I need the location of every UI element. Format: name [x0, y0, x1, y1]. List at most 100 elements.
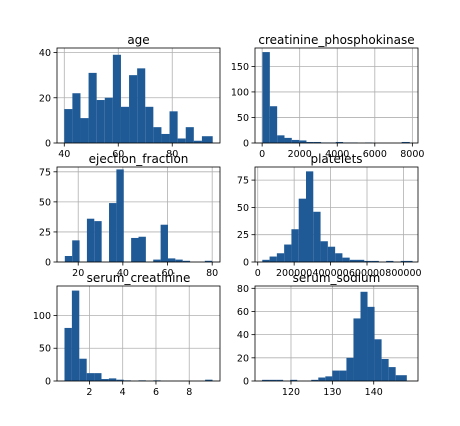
- platelets-bar-15: [371, 260, 379, 262]
- ejection-fraction-x-tick-label-0: 20: [72, 268, 84, 279]
- age-bar-9: [137, 68, 146, 143]
- serum-creatinine-bar-7: [116, 379, 124, 381]
- platelets-x-tick-label-1: 200000: [276, 268, 312, 279]
- serum-sodium-bar-8: [318, 377, 326, 381]
- platelets-bar-10: [335, 253, 343, 262]
- serum-sodium-bar-17: [381, 358, 389, 381]
- serum-sodium-bar-1: [269, 379, 277, 381]
- ejection-fraction-bar-16: [182, 260, 191, 262]
- serum-creatinine-bar-2: [79, 358, 87, 381]
- creatinine-phosphokinase-histogram: 0 2000 4000 6000 8000 0 50 100 150 creatinine_pho…: [231, 33, 425, 160]
- age-bar-4: [96, 100, 105, 143]
- serum-sodium-x-tick-label-2: 140: [365, 387, 383, 398]
- age-y-tick-label-0: 0: [45, 139, 51, 150]
- serum-sodium-bar-15: [367, 306, 375, 381]
- platelets-histogram: 0 200000 400000 600000 800000 0 25 50 75 platelet…: [237, 152, 422, 279]
- age-bar-15: [185, 127, 194, 143]
- serum-sodium-bar-9: [325, 376, 333, 381]
- ejection-fraction-y-tick-label-2: 50: [39, 197, 51, 208]
- ejection-fraction-bar-13: [160, 224, 168, 262]
- serum-sodium-bar-0: [262, 379, 270, 381]
- platelets-y-tick-label-0: 0: [243, 258, 249, 269]
- creatinine-phosphokinase-y-tick-label-3: 150: [231, 62, 249, 73]
- age-bar-12: [161, 133, 170, 143]
- creatinine-phosphokinase-y-tick-label-1: 50: [237, 113, 249, 124]
- ejection-fraction-y-tick-label-1: 25: [39, 227, 51, 238]
- ejection-fraction-y-tick-label-3: 75: [39, 167, 51, 178]
- age-x-tick-label-1: 60: [112, 149, 124, 160]
- serum-creatinine-bar-19: [205, 379, 213, 381]
- serum-sodium-bar-11: [339, 370, 347, 381]
- serum-sodium-bar-16: [374, 339, 382, 381]
- creatinine-phosphokinase-axes-frame: [254, 47, 419, 144]
- age-bar-0: [64, 109, 73, 143]
- age-bar-8: [129, 75, 138, 143]
- serum-sodium-y-tick-label-0: 0: [243, 377, 249, 388]
- platelets-x-tick-label-3: 600000: [349, 268, 385, 279]
- platelets-bar-11: [342, 257, 350, 262]
- age-bar-1: [72, 93, 81, 143]
- ejection-fraction-bar-10: [138, 236, 146, 262]
- platelets-bar-9: [327, 246, 336, 262]
- platelets-bar-19: [400, 260, 413, 262]
- ejection-fraction-x-tick-label-3: 80: [206, 268, 218, 279]
- serum-sodium-bar-7: [311, 379, 319, 381]
- serum-creatinine-x-tick-label-3: 8: [186, 387, 192, 398]
- platelets-bar-6: [305, 171, 314, 262]
- serum-creatinine-y-tick-label-2: 100: [33, 311, 51, 322]
- serum-creatinine-bar-4: [94, 373, 102, 381]
- platelets-title: platelets: [310, 152, 362, 166]
- ejection-fraction-x-tick-label-1: 40: [117, 268, 129, 279]
- serum-creatinine-x-tick-label-1: 4: [120, 387, 126, 398]
- ejection-fraction-axes-frame: [56, 166, 221, 263]
- age-bar-10: [145, 106, 154, 143]
- serum-sodium-histogram: 120 130 140 0 20 40 60 80 serum_sodium: [237, 271, 419, 398]
- platelets-bar-12: [349, 259, 357, 262]
- serum-sodium-x-tick-label-1: 130: [323, 387, 341, 398]
- age-histogram: 40 60 80 0 20 40 age: [39, 33, 221, 160]
- creatinine-phosphokinase-bar-3: [284, 137, 292, 143]
- age-bar-11: [153, 127, 162, 143]
- creatinine-phosphokinase-bar-0: [262, 52, 270, 143]
- serum-sodium-y-tick-label-4: 80: [237, 284, 249, 295]
- ejection-fraction-bar-12: [153, 259, 161, 262]
- serum-sodium-y-tick-label-2: 40: [237, 330, 249, 341]
- serum-creatinine-title: serum_creatinine: [87, 271, 191, 285]
- platelets-bar-8: [320, 241, 328, 262]
- age-title: age: [127, 33, 149, 47]
- age-y-tick-label-1: 20: [39, 93, 51, 104]
- creatinine-phosphokinase-bar-10: [335, 141, 344, 143]
- age-bar-7: [120, 106, 130, 143]
- platelets-y-tick-label-2: 50: [237, 203, 249, 214]
- creatinine-phosphokinase-y-tick-label-2: 100: [231, 87, 249, 98]
- age-axes-frame: [56, 47, 221, 144]
- creatinine-phosphokinase-bar-2: [277, 135, 285, 143]
- serum-sodium-bar-4: [290, 379, 298, 381]
- platelets-y-tick-label-3: 75: [237, 176, 249, 187]
- platelets-bar-17: [386, 260, 394, 262]
- ejection-fraction-bar-15: [175, 259, 183, 262]
- serum-sodium-bar-2: [276, 379, 284, 381]
- creatinine-phosphokinase-y-tick-label-0: 0: [243, 139, 249, 150]
- ejection-fraction-bar-14: [167, 258, 176, 262]
- platelets-x-tick-label-4: 800000: [385, 268, 421, 279]
- age-bar-13: [169, 111, 178, 143]
- serum-creatinine-bar-1: [71, 290, 80, 381]
- serum-sodium-bar-19: [395, 375, 407, 381]
- age-bar-14: [177, 138, 186, 143]
- platelets-bar-1: [269, 256, 277, 262]
- creatinine-phosphokinase-bar-1: [269, 106, 278, 143]
- platelets-x-tick-label-2: 400000: [312, 268, 348, 279]
- serum-sodium-bar-12: [346, 357, 354, 381]
- ejection-fraction-bar-7: [116, 169, 124, 262]
- age-x-tick-label-2: 80: [166, 149, 178, 160]
- ejection-fraction-bar-6: [109, 203, 117, 262]
- serum-sodium-axes-frame: [254, 285, 419, 382]
- ejection-fraction-title: ejection_fraction: [89, 152, 189, 166]
- platelets-bar-13: [356, 259, 365, 262]
- creatinine-phosphokinase-bar-6: [306, 141, 314, 143]
- serum-creatinine-y-tick-label-0: 0: [45, 377, 51, 388]
- serum-sodium-bar-14: [360, 291, 368, 381]
- ejection-fraction-y-tick-label-0: 0: [45, 258, 51, 269]
